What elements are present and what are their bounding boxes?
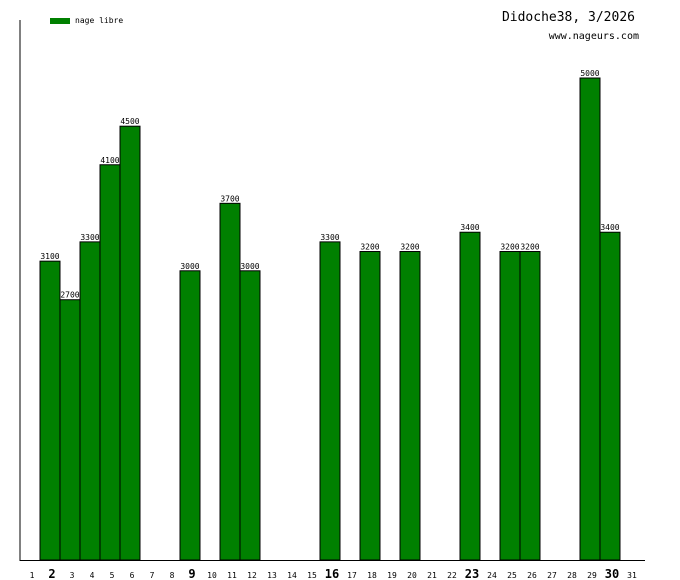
value-labels-group: 3100 2700 3300 4100 4500 3000 3700 3000 3300 3200…: [40, 69, 619, 300]
value-label-day-30: 3400: [600, 223, 619, 232]
x-tick-label-20: 20: [407, 571, 417, 580]
bar-day-25: [499, 251, 521, 561]
x-tick-label-17: 17: [347, 571, 357, 580]
x-tick-label-31: 31: [627, 571, 637, 580]
x-tick-label-18: 18: [367, 571, 377, 580]
legend-swatch: [50, 17, 70, 24]
x-tick-label-13: 13: [267, 571, 277, 580]
x-tick-label-7: 7: [150, 571, 155, 580]
value-label-day-4: 3300: [80, 233, 99, 242]
value-label-day-18: 3200: [360, 243, 379, 252]
value-label-day-11: 3700: [220, 194, 239, 203]
x-tick-labels-group: 1 2 3 4 5 6 7 8 9 10 11 12 13 14 15 16 17 18 19 20 21 22 23 24 2…: [30, 567, 637, 580]
x-tick-label-16: 16: [325, 567, 339, 580]
x-tick-label-28: 28: [567, 571, 577, 580]
x-tick-label-29: 29: [587, 571, 597, 580]
bar-day-11: [219, 202, 241, 561]
bar-day-4: [79, 241, 101, 561]
bar-day-29: [579, 77, 601, 561]
value-label-day-9: 3000: [180, 262, 199, 271]
value-label-day-5: 4100: [100, 156, 119, 165]
x-tick-label-2: 2: [48, 567, 55, 580]
legend: nage libre: [50, 16, 123, 25]
x-tick-label-27: 27: [547, 571, 557, 580]
bar-day-26: [519, 251, 541, 561]
x-tick-label-30: 30: [605, 567, 619, 580]
value-label-day-25: 3200: [500, 243, 519, 252]
bar-day-9: [179, 270, 201, 561]
x-tick-label-12: 12: [247, 571, 257, 580]
value-label-day-26: 3200: [520, 243, 539, 252]
x-tick-label-22: 22: [447, 571, 457, 580]
x-tick-label-4: 4: [90, 571, 95, 580]
value-label-day-3: 2700: [60, 291, 79, 300]
value-label-day-23: 3400: [460, 223, 479, 232]
bar-day-3: [59, 299, 81, 561]
x-tick-label-19: 19: [387, 571, 397, 580]
value-label-day-16: 3300: [320, 233, 339, 242]
chart-title: Didoche38, 3/2026: [501, 10, 635, 25]
x-tick-label-26: 26: [527, 571, 537, 580]
x-tick-label-23: 23: [465, 567, 479, 580]
value-label-day-2: 3100: [40, 252, 59, 261]
x-tick-label-11: 11: [227, 571, 237, 580]
x-tick-label-24: 24: [487, 571, 497, 580]
bar-day-30: [599, 231, 621, 561]
x-tick-label-10: 10: [207, 571, 217, 580]
bar-day-6: [119, 125, 141, 561]
legend-label: nage libre: [75, 16, 124, 25]
value-label-day-6: 4500: [120, 117, 139, 126]
bar-day-2: [39, 260, 61, 561]
x-tick-label-1: 1: [30, 571, 35, 580]
site-url: www.nageurs.com: [548, 31, 639, 42]
bar-day-5: [99, 164, 121, 561]
bar-day-23: [459, 231, 481, 561]
bar-day-16: [319, 241, 341, 561]
x-tick-label-15: 15: [307, 571, 317, 580]
x-tick-label-25: 25: [507, 571, 517, 580]
value-label-day-12: 3000: [240, 262, 259, 271]
x-tick-label-6: 6: [130, 571, 135, 580]
x-tick-label-14: 14: [287, 571, 297, 580]
value-label-day-20: 3200: [400, 243, 419, 252]
x-tick-label-3: 3: [70, 571, 75, 580]
bar-day-18: [359, 251, 381, 561]
bars-group: [39, 77, 621, 561]
x-tick-label-9: 9: [188, 567, 195, 580]
bar-day-20: [399, 251, 421, 561]
x-tick-label-8: 8: [170, 571, 175, 580]
x-tick-label-21: 21: [427, 571, 437, 580]
bar-day-12: [239, 270, 261, 561]
x-tick-label-5: 5: [110, 571, 115, 580]
value-label-day-29: 5000: [580, 69, 599, 78]
